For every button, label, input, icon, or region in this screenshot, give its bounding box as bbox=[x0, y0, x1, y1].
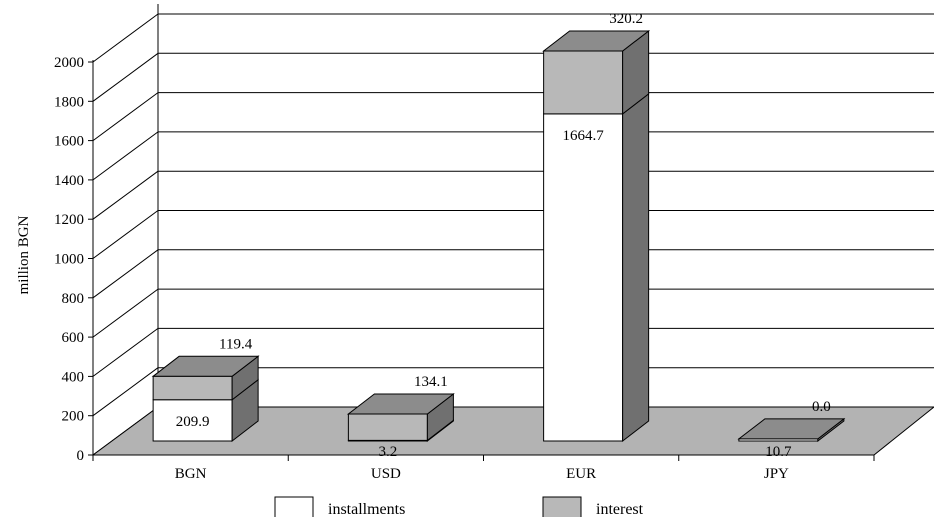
bar-usd-top bbox=[346, 393, 455, 415]
chart-labels: 209.9 119.4 3.2 134.1 1664.7 320.2 10.7 0.0 bbox=[176, 11, 831, 460]
bar-jpy-top bbox=[737, 418, 846, 440]
bar-bgn-interest-front bbox=[152, 375, 233, 401]
bar-eur-installments-front bbox=[543, 113, 624, 442]
legend-swatch-installments bbox=[274, 496, 314, 517]
bar-bgn-installments-label: 209.9 bbox=[176, 414, 210, 430]
y-tick-label: 1800 bbox=[54, 94, 84, 110]
chart-axes: 0 200 400 600 800 1000 1200 1400 1600 1800 2000 BGN… bbox=[54, 55, 875, 482]
bar-bgn-interest-label: 119.4 bbox=[219, 336, 253, 352]
y-tick-label: 1400 bbox=[54, 173, 84, 189]
y-tick-label: 800 bbox=[62, 291, 85, 307]
y-tick-label: 200 bbox=[62, 409, 85, 425]
bar-jpy-installments-label: 10.7 bbox=[765, 444, 792, 460]
bar-eur-interest-label: 320.2 bbox=[609, 11, 643, 27]
x-tick-label: BGN bbox=[175, 466, 207, 482]
legend-swatch-interest bbox=[542, 496, 582, 517]
y-tick-label: 600 bbox=[62, 330, 85, 346]
side-gridline bbox=[92, 210, 159, 259]
y-tick-label: 2000 bbox=[54, 55, 84, 71]
side-gridline bbox=[92, 170, 159, 220]
y-tick-label: 1600 bbox=[54, 134, 84, 150]
side-gridline bbox=[92, 367, 159, 417]
y-tick-label: 1000 bbox=[54, 252, 84, 268]
y-tick-label: 400 bbox=[62, 369, 85, 385]
bar-usd-interest-front bbox=[347, 413, 428, 441]
bar-usd-installments-label: 3.2 bbox=[379, 444, 398, 460]
x-tick-label: JPY bbox=[764, 466, 789, 482]
legend-label-interest: interest bbox=[596, 501, 644, 517]
bar-eur-top bbox=[542, 30, 651, 52]
bar-eur-installments-side bbox=[622, 92, 650, 443]
side-gridline bbox=[92, 13, 159, 63]
x-tick-label: USD bbox=[371, 466, 401, 482]
y-tick-label: 1200 bbox=[54, 212, 84, 228]
legend-label-installments: installments bbox=[328, 501, 405, 517]
side-gridline bbox=[92, 92, 159, 142]
side-gridline bbox=[92, 249, 159, 299]
y-axis-label: million BGN bbox=[16, 215, 32, 294]
x-tick-label: EUR bbox=[566, 466, 596, 482]
chart-bars bbox=[151, 29, 846, 443]
bar-usd-interest-label: 134.1 bbox=[414, 374, 448, 390]
bar-eur-installments-label: 1664.7 bbox=[563, 128, 605, 144]
side-gridline bbox=[92, 327, 159, 377]
bar-jpy-interest-label: 0.0 bbox=[812, 399, 831, 415]
side-gridline bbox=[92, 288, 159, 338]
side-gridline bbox=[92, 52, 159, 102]
side-gridline bbox=[92, 131, 159, 181]
y-tick-label: 0 bbox=[77, 448, 85, 464]
bar-eur-interest-front bbox=[543, 50, 624, 115]
chart-legend: installments interest bbox=[274, 496, 644, 517]
bar-bgn-top bbox=[151, 355, 260, 377]
